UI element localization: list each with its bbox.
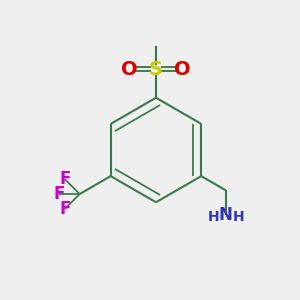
Text: F: F xyxy=(59,170,70,188)
Text: O: O xyxy=(122,60,138,79)
Text: S: S xyxy=(149,60,163,79)
Text: F: F xyxy=(59,200,70,218)
Text: F: F xyxy=(53,185,64,203)
Text: O: O xyxy=(174,60,190,79)
Text: H: H xyxy=(232,210,244,224)
Text: H: H xyxy=(207,210,219,224)
Text: N: N xyxy=(219,206,233,224)
